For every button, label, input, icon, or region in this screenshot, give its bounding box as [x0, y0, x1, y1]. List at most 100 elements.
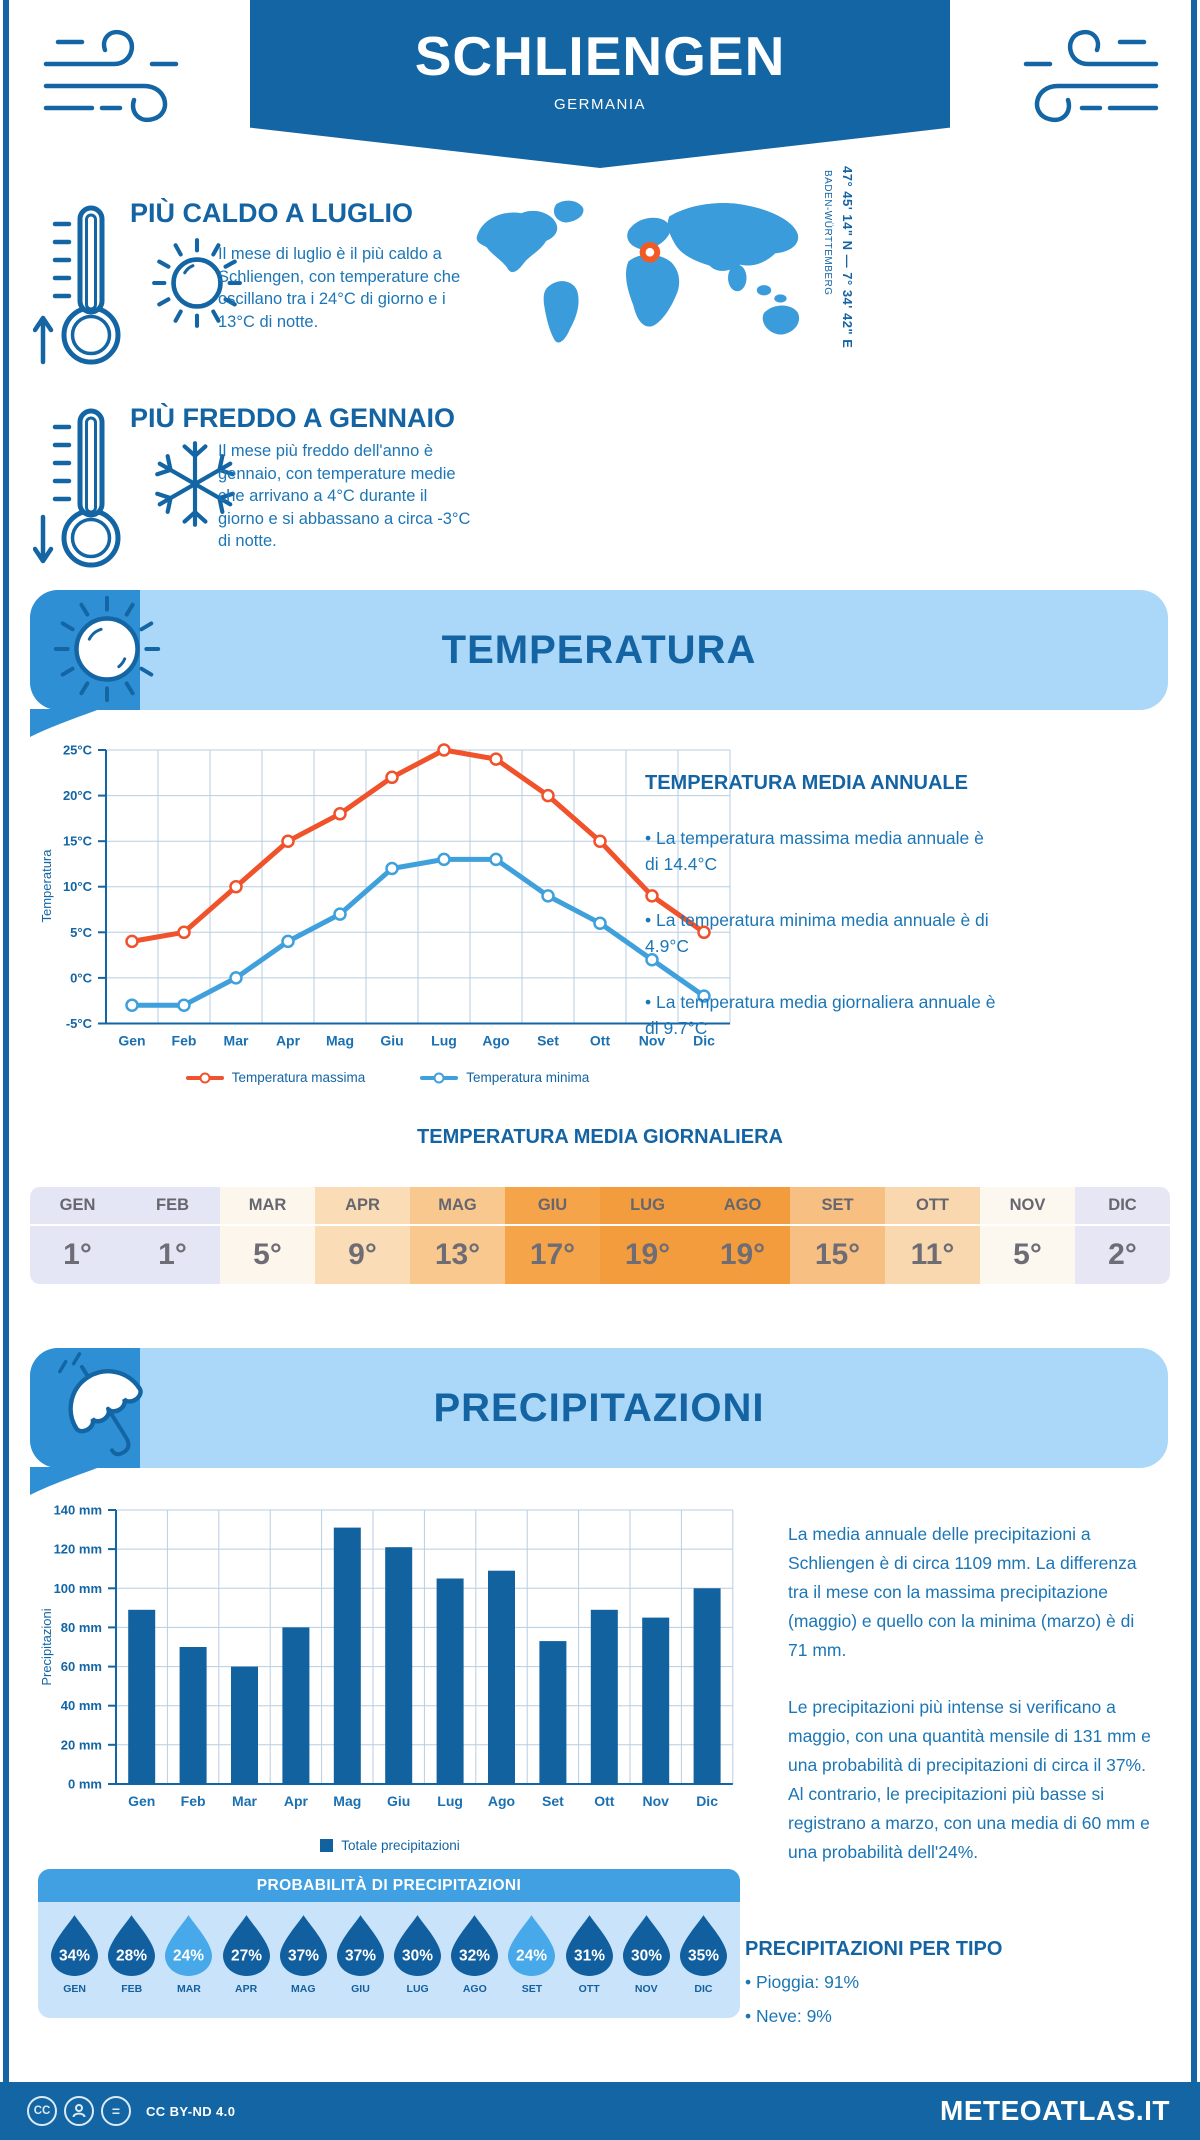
table-column: LUG 19° — [600, 1187, 695, 1284]
x-tick-label: Feb — [172, 1033, 197, 1049]
table-column: MAR 5° — [220, 1187, 315, 1284]
temperature-ylabel: Temperatura — [39, 849, 54, 923]
y-tick-label: 0 mm — [68, 1777, 102, 1792]
section-banner-precipitation: PRECIPITAZIONI — [30, 1348, 1168, 1468]
probability-panel: PROBABILITÀ DI PRECIPITAZIONI 34% GEN 28% F… — [38, 1869, 740, 2018]
temperature-value-cell: 11° — [910, 1238, 955, 1271]
x-tick-label: Apr — [284, 1793, 309, 1809]
drop-value: 24% — [516, 1947, 547, 1964]
temperature-value-cell: 1° — [63, 1238, 92, 1271]
y-tick-label: 0°C — [70, 970, 92, 985]
temperature-table: GEN 1° FEB 1° MAR 5° APR 9° MAG 13° GIU 17° LUG 19° AG… — [30, 1187, 1170, 1284]
x-tick-label: Mag — [333, 1793, 361, 1809]
data-point — [177, 998, 191, 1012]
precip-paragraph-2: Le precipitazioni più intense si verific… — [788, 1697, 1151, 1862]
drop-month: SET — [521, 1983, 543, 1995]
month-header-cell: MAG — [410, 1187, 505, 1226]
raindrop-icon: 24% — [508, 1915, 556, 1976]
month-header-cell: OTT — [885, 1187, 980, 1226]
x-tick-label: Ott — [594, 1793, 615, 1809]
drop-month: FEB — [121, 1983, 143, 1995]
temperature-value-cell: 17° — [529, 1238, 576, 1271]
x-tick-label: Set — [542, 1793, 564, 1809]
y-tick-label: 140 mm — [54, 1503, 102, 1518]
x-tick-label: Feb — [181, 1793, 206, 1809]
drop-month: OTT — [578, 1983, 600, 1995]
type-stat: • Neve: 9% — [745, 2006, 832, 2026]
raindrop-icon: 24% — [165, 1915, 213, 1976]
legend-label: Temperatura minima — [466, 1070, 590, 1085]
sun-icon — [53, 595, 161, 703]
legend-label: Temperatura massima — [231, 1070, 366, 1085]
region-label: BADEN-WÜRTTEMBERG — [822, 170, 833, 296]
prob-drop: 32% AGO — [446, 1914, 503, 1995]
x-tick-label: Gen — [118, 1033, 145, 1049]
x-tick-label: Gen — [128, 1793, 155, 1809]
coordinates-label: 47° 45' 14" N — 7° 34' 42" E — [840, 166, 855, 349]
drop-value: 32% — [459, 1947, 490, 1964]
x-tick-label: Dic — [696, 1793, 718, 1809]
month-header-cell: NOV — [980, 1187, 1075, 1226]
series-line — [129, 856, 707, 1008]
thermometer-down-icon — [33, 408, 121, 568]
x-tick-label: Nov — [639, 1033, 666, 1049]
nd-icon: = — [101, 2096, 131, 2126]
table-column: MAG 13° — [410, 1187, 505, 1284]
bar — [436, 1578, 464, 1784]
x-tick-label: Ago — [482, 1033, 509, 1049]
bar — [539, 1641, 567, 1784]
month-header-cell: MAR — [220, 1187, 315, 1226]
drop-value: 35% — [688, 1947, 719, 1964]
drop-value: 31% — [574, 1947, 605, 1964]
series-line — [129, 747, 707, 944]
legend-item: Temperatura massima — [185, 1070, 366, 1085]
prob-drop: 27% APR — [218, 1914, 275, 1995]
data-point — [385, 770, 399, 785]
table-column: OTT 11° — [885, 1187, 980, 1284]
data-point — [437, 743, 451, 757]
table-column: APR 9° — [315, 1187, 410, 1284]
data-point — [229, 879, 243, 894]
temp-annual-bullets: • La temperatura massima media annuale è… — [645, 825, 1000, 1041]
table-column: FEB 1° — [125, 1187, 220, 1284]
legend-swatch — [320, 1839, 334, 1852]
drop-value: 28% — [116, 1947, 147, 1964]
drop-month: AGO — [462, 1983, 487, 1995]
legend-label: Totale precipitazioni — [341, 1838, 460, 1853]
y-tick-label: 100 mm — [54, 1581, 102, 1596]
drop-value: 27% — [231, 1947, 262, 1964]
prob-drop: 28% FEB — [103, 1914, 160, 1995]
bar — [231, 1666, 258, 1784]
table-column: GEN 1° — [30, 1187, 125, 1284]
data-point — [697, 925, 711, 940]
table-column: NOV 5° — [980, 1187, 1075, 1284]
site-label: METEOATLAS.IT — [940, 2095, 1170, 2126]
bar — [642, 1617, 670, 1784]
x-tick-label: Lug — [431, 1033, 457, 1049]
page-title: SCHLIENGEN — [414, 25, 786, 87]
temperature-value-cell: 2° — [1108, 1238, 1137, 1271]
probability-header: PROBABILITÀ DI PRECIPITAZIONI — [38, 1869, 740, 1902]
x-tick-label: Nov — [642, 1793, 669, 1809]
prob-drop: 30% NOV — [618, 1914, 675, 1995]
data-point — [697, 989, 711, 1003]
data-point — [177, 925, 191, 940]
raindrop-icon: 30% — [622, 1915, 670, 1976]
prob-drop: 37% MAG — [275, 1914, 332, 1995]
drop-month: MAR — [176, 1983, 201, 1995]
y-tick-label: 20°C — [63, 788, 93, 803]
drop-month: DIC — [694, 1983, 713, 1995]
x-tick-label: Ott — [590, 1033, 611, 1049]
y-tick-label: 60 mm — [61, 1659, 102, 1674]
drop-value: 30% — [631, 1947, 662, 1964]
table-column: GIU 17° — [505, 1187, 600, 1284]
precip-type-bullets: • Pioggia: 91% • Neve: 9% — [745, 1969, 1165, 2029]
x-tick-label: Mar — [232, 1793, 257, 1809]
month-header-cell: SET — [790, 1187, 885, 1226]
drop-value: 30% — [402, 1947, 433, 1964]
type-stat: • Pioggia: 91% — [745, 1972, 860, 1992]
temperature-value-cell: 9° — [348, 1238, 377, 1271]
data-point — [125, 998, 139, 1012]
precip-paragraph-1: La media annuale delle precipitazioni a … — [788, 1524, 1137, 1660]
